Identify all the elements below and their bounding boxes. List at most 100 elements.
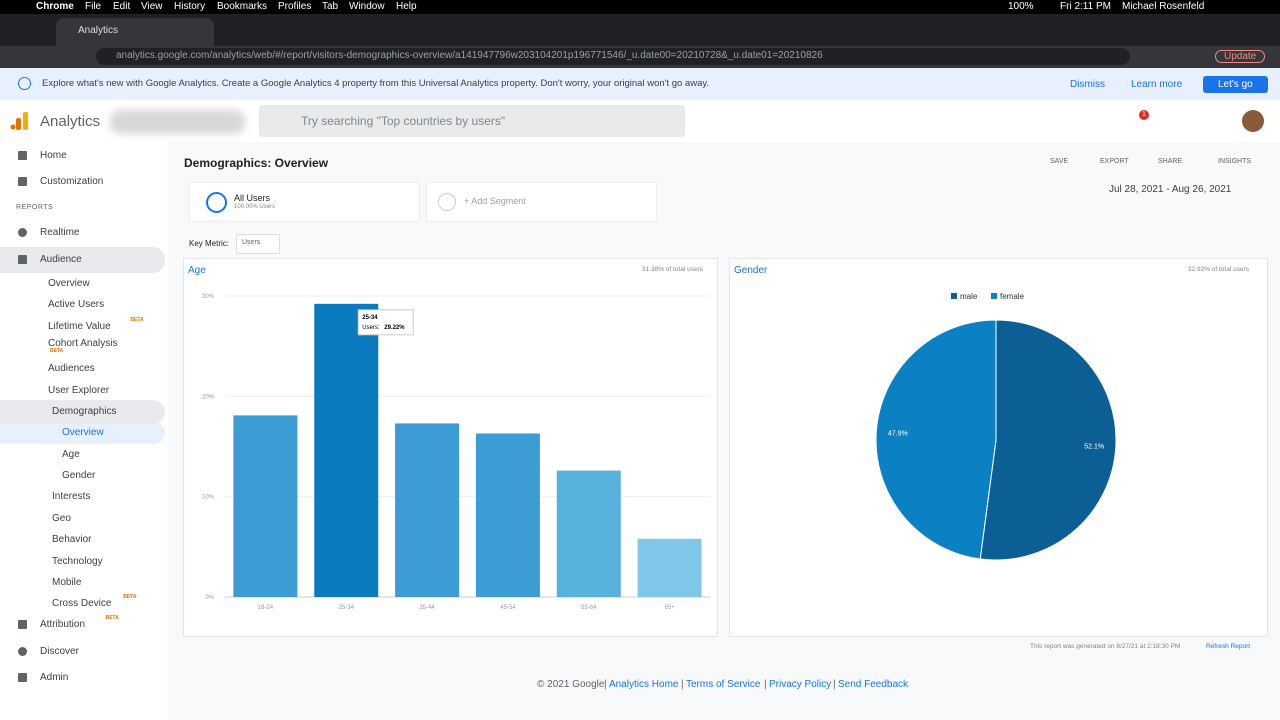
x-tick-label: 25-34 (339, 605, 355, 611)
slice-label: 52.1% (1084, 443, 1104, 450)
nav-item[interactable]: Interests (52, 491, 91, 502)
segment-card[interactable] (189, 182, 420, 222)
slice-label: 47.9% (888, 431, 908, 438)
nav-highlight (0, 422, 165, 444)
chart-subtitle: 31.38% of total users (642, 266, 704, 273)
lets-go-label[interactable]: Let's go (1218, 79, 1253, 90)
update-button[interactable]: Update (1215, 50, 1266, 63)
clock: Fri 2:11 PM (1060, 1, 1111, 12)
address-bar[interactable] (96, 48, 1130, 65)
legend-swatch (991, 293, 997, 299)
nav-item[interactable]: Realtime (40, 227, 80, 238)
footer-separator: | (764, 679, 767, 690)
search-placeholder[interactable]: Try searching "Top countries by users" (301, 114, 506, 128)
nav-icon (18, 673, 27, 682)
nav-icon (18, 177, 27, 186)
nav-item[interactable]: Cross Device (52, 598, 112, 609)
metric-dropdown[interactable] (236, 234, 280, 254)
search-box[interactable] (259, 105, 685, 137)
segment-name: All Users (234, 193, 271, 203)
add-segment-ring (438, 193, 456, 211)
nav-item[interactable]: Audience (40, 254, 82, 265)
nav-item[interactable]: Lifetime Value (48, 321, 111, 332)
nav-item[interactable]: Age (62, 449, 80, 460)
report-action[interactable]: EXPORT (1100, 158, 1129, 165)
report-title: Demographics: Overview (184, 156, 329, 170)
menu-item[interactable]: Bookmarks (217, 1, 268, 12)
menu-item[interactable]: View (141, 1, 163, 12)
x-tick-label: 45-54 (500, 605, 516, 611)
nav-item[interactable]: Behavior (52, 534, 92, 545)
product-name: Analytics (40, 113, 101, 130)
add-segment-card[interactable] (426, 182, 657, 222)
chart-subtitle: 32.92% of total users (1188, 266, 1250, 273)
legend-swatch (951, 293, 957, 299)
banner (0, 68, 1280, 100)
chart: Age 31.38% of total users 0% 10% 20% 30% 18-24… (188, 265, 710, 611)
footer-link[interactable]: Privacy Policy (769, 679, 832, 690)
chart-title: Gender (734, 265, 768, 276)
menu-item[interactable]: Profiles (278, 1, 312, 12)
footer-link[interactable]: Analytics Home (609, 679, 679, 690)
tooltip (357, 309, 414, 336)
tab-title[interactable]: Analytics (78, 25, 119, 36)
chart-title: Age (188, 265, 206, 276)
nav-item[interactable]: Cohort Analysis (48, 338, 118, 349)
dismiss-link[interactable]: Dismiss (1070, 79, 1105, 90)
tab[interactable] (56, 18, 214, 46)
key-metric[interactable]: Users (242, 239, 261, 246)
nav-item[interactable]: Gender (62, 470, 96, 481)
segment-ring (206, 192, 227, 213)
nav-item[interactable]: Overview (62, 427, 104, 438)
report-action[interactable]: INSIGHTS (1218, 158, 1252, 165)
url[interactable]: analytics.google.com/analytics/web/#/rep… (116, 50, 823, 61)
menu-item[interactable]: History (174, 1, 206, 12)
nav-icon (18, 151, 27, 160)
beta-badge: BETA (123, 594, 137, 600)
nav-item[interactable]: Demographics (52, 406, 117, 417)
nav-item[interactable]: Active Users (48, 299, 105, 310)
legend-label: male (960, 292, 978, 301)
nav-icon (18, 620, 27, 629)
nav-item[interactable]: Technology (52, 556, 103, 567)
menu-item[interactable]: Window (349, 1, 385, 12)
avatar[interactable] (1242, 110, 1264, 132)
menu-item[interactable]: Help (396, 1, 417, 12)
footer-link[interactable]: Send Feedback (838, 679, 909, 690)
date-range[interactable]: Jul 28, 2021 - Aug 26, 2021 (1109, 184, 1232, 195)
bar (637, 538, 702, 597)
legend-label: female (1000, 292, 1025, 301)
menu-item[interactable]: Tab (322, 1, 339, 12)
report-action[interactable]: SHARE (1158, 158, 1183, 165)
footer-separator: | (833, 679, 836, 690)
info-icon (18, 77, 31, 90)
nav-highlight (0, 247, 165, 273)
x-tick-label: 18-24 (258, 605, 274, 611)
nav-item[interactable]: Mobile (52, 577, 82, 588)
nav-item[interactable]: Discover (40, 646, 79, 657)
notification-badge[interactable]: 1 (1139, 110, 1149, 120)
tooltip-category: 25-34 (362, 315, 378, 321)
refresh-link[interactable]: Refresh Report (1206, 643, 1251, 650)
nav-item[interactable]: Overview (48, 278, 90, 289)
nav-item[interactable]: Audiences (48, 363, 95, 374)
nav-item[interactable]: Attribution (40, 619, 86, 630)
learn-more-link[interactable]: Learn more (1131, 79, 1183, 90)
footer-link[interactable]: Terms of Service (686, 679, 761, 690)
nav-section: REPORTS (16, 204, 54, 211)
lets-go-button[interactable] (1203, 76, 1268, 93)
nav-item[interactable]: Geo (52, 513, 71, 524)
menu-item[interactable]: Edit (113, 1, 131, 12)
banner-text: Explore what's new with Google Analytics… (42, 78, 710, 89)
menu-item[interactable]: File (85, 1, 102, 12)
nav-item[interactable]: User Explorer (48, 385, 110, 396)
account-selector[interactable] (110, 110, 245, 134)
bar (314, 303, 379, 597)
report-action[interactable]: SAVE (1050, 158, 1069, 165)
beta-badge: BETA (105, 615, 119, 621)
nav-item[interactable]: Admin (40, 672, 69, 683)
nav-item[interactable]: Home (40, 150, 67, 161)
nav-item[interactable]: Customization (40, 176, 104, 187)
add-segment[interactable]: + Add Segment (464, 196, 526, 206)
